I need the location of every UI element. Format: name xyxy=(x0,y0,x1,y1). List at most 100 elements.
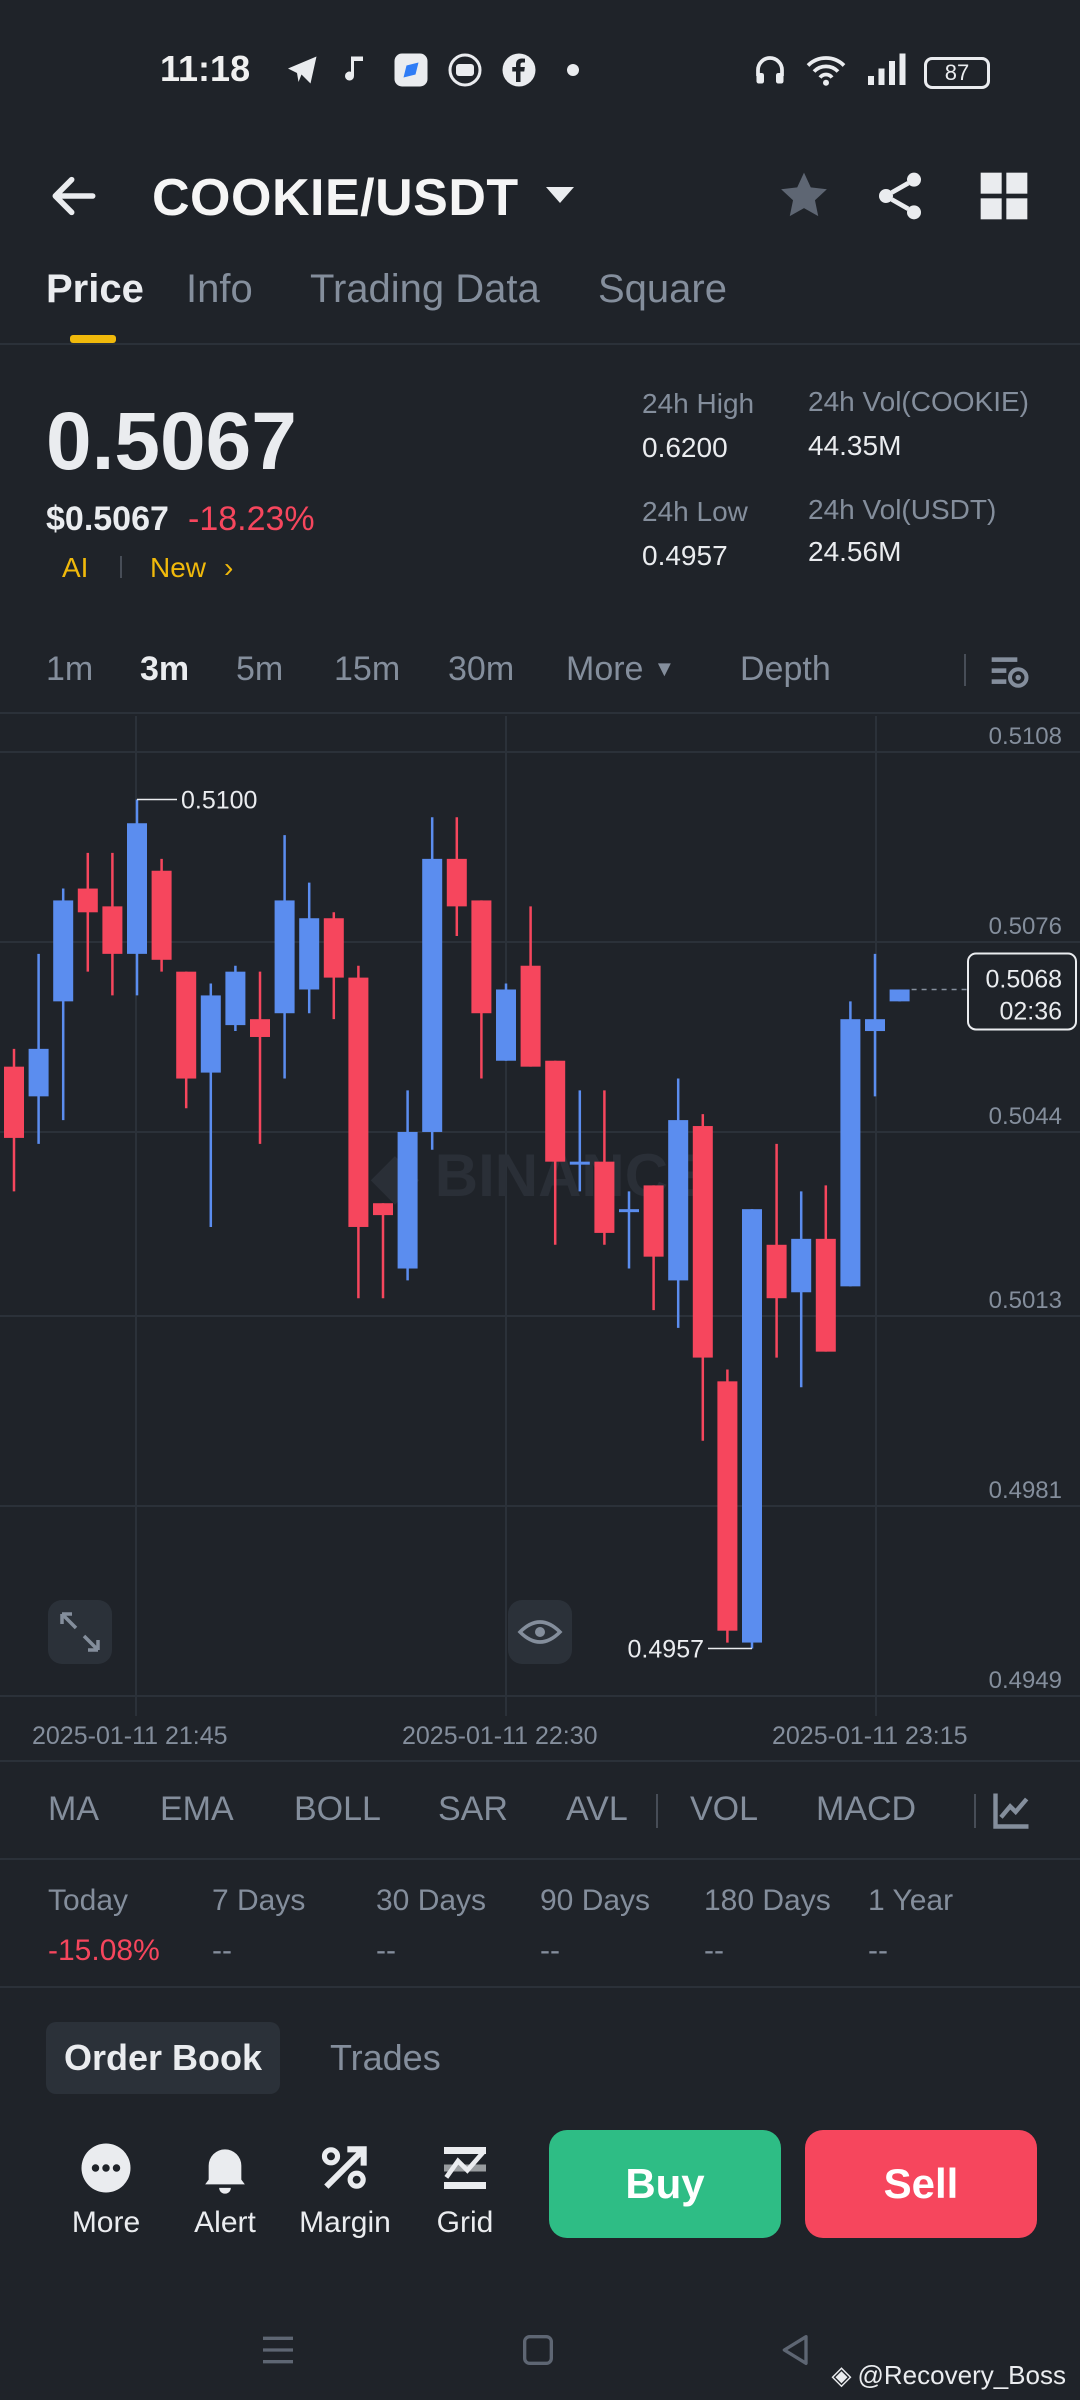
sell-button[interactable]: Sell xyxy=(805,2130,1037,2238)
depth-tab[interactable]: Depth xyxy=(740,650,831,688)
facebook-icon xyxy=(501,52,537,88)
candle-body xyxy=(127,823,147,954)
pair-dropdown-icon[interactable] xyxy=(540,170,580,220)
wifi-icon xyxy=(804,52,848,93)
back-button[interactable] xyxy=(46,168,102,224)
tf-divider xyxy=(964,654,966,686)
buy-button[interactable]: Buy xyxy=(549,2130,781,2238)
current-price-box xyxy=(967,952,1077,1031)
indicator-divider-2 xyxy=(974,1794,976,1828)
timeframe-1m[interactable]: 1m xyxy=(46,650,94,688)
x-tick-2: 2025-01-11 22:30 xyxy=(402,1722,598,1750)
main-tabs: Price Info Trading Data Square xyxy=(0,255,1080,345)
timeframe-3m[interactable]: 3m xyxy=(140,650,190,688)
timeframe-bar: 1m 3m 5m 15m 30m More ▼ Depth xyxy=(0,640,1080,714)
tab-trades[interactable]: Trades xyxy=(330,2037,441,2078)
tab-price[interactable]: Price xyxy=(46,267,144,311)
indicator-macd[interactable]: MACD xyxy=(816,1790,917,1828)
indicator-settings-icon[interactable] xyxy=(990,1788,1034,1832)
timeframe-30m[interactable]: 30m xyxy=(448,650,515,688)
y-tick-label: 0.4949 xyxy=(989,1667,1062,1694)
candlestick-chart[interactable]: ◆ BINANCE 0.51080.50760.50440.50130.4981… xyxy=(0,716,1080,1716)
period-90d-label: 90 Days xyxy=(540,1884,651,1917)
expand-chart-button[interactable] xyxy=(48,1600,112,1664)
favorite-star-icon[interactable] xyxy=(776,168,832,224)
candle-body xyxy=(200,995,221,1073)
status-time: 11:18 xyxy=(160,48,251,89)
indicator-boll[interactable]: BOLL xyxy=(294,1790,381,1828)
grid-menu-icon[interactable] xyxy=(976,168,1032,224)
pair-title[interactable]: COOKIE/USDT xyxy=(152,169,519,227)
period-30d-value: -- xyxy=(376,1934,396,1967)
share-icon[interactable] xyxy=(872,168,928,224)
candles xyxy=(4,799,910,1649)
chart-settings-icon[interactable] xyxy=(988,650,1032,694)
x-tick-3: 2025-01-11 23:15 xyxy=(772,1722,968,1750)
candle-body xyxy=(28,1048,49,1097)
back-nav-icon[interactable] xyxy=(776,2330,816,2370)
candle-body xyxy=(717,1381,738,1631)
visibility-toggle-button[interactable] xyxy=(508,1600,572,1664)
candle-body xyxy=(569,1161,590,1165)
period-1y-label: 1 Year xyxy=(868,1884,954,1917)
tab-trading-data[interactable]: Trading Data xyxy=(310,267,540,311)
indicator-ma[interactable]: MA xyxy=(48,1790,99,1828)
home-icon[interactable] xyxy=(518,2330,558,2370)
high-value: 0.6200 xyxy=(642,432,728,463)
margin-button[interactable]: Margin xyxy=(285,2140,405,2240)
indicator-bar: MA EMA BOLL SAR AVL VOL MACD xyxy=(0,1760,1080,1860)
watermark: ◈ @Recovery_Boss xyxy=(832,2360,1066,2391)
vol-quote-value: 24.56M xyxy=(808,536,902,567)
y-tick-label: 0.4981 xyxy=(989,1477,1062,1504)
timeframe-15m[interactable]: 15m xyxy=(334,650,401,688)
candle-body xyxy=(446,858,467,907)
candle-body xyxy=(4,1066,24,1138)
indicator-vol[interactable]: VOL xyxy=(690,1790,759,1828)
candle-body xyxy=(766,1244,787,1299)
period-1y-value: -- xyxy=(868,1934,888,1967)
new-link[interactable]: New › xyxy=(150,552,233,584)
eye-icon xyxy=(517,1620,563,1644)
indicator-ema[interactable]: EMA xyxy=(160,1790,234,1828)
low-label: 24h Low xyxy=(642,496,748,527)
candle-body xyxy=(348,977,369,1227)
candle-body xyxy=(496,989,516,1061)
more-dots-icon xyxy=(78,2140,134,2196)
watermark-logo-icon: ◈ xyxy=(831,2360,852,2390)
alert-button[interactable]: Alert xyxy=(165,2140,285,2240)
headphones-icon xyxy=(752,52,788,93)
system-icons: 87 xyxy=(752,52,990,93)
ai-link[interactable]: AI xyxy=(62,552,89,583)
usd-price: $0.5067 xyxy=(46,500,169,538)
candle-body xyxy=(250,1019,270,1037)
candle-body xyxy=(471,900,492,1014)
y-tick-label: 0.5076 xyxy=(989,913,1062,940)
indicator-avl[interactable]: AVL xyxy=(566,1790,628,1828)
bell-icon xyxy=(197,2140,253,2196)
candle-body xyxy=(865,1019,885,1032)
candle-body xyxy=(373,1203,393,1216)
chart-markers: 0.5100 0.4957 0.5068 02:36 xyxy=(137,786,1077,1664)
notification-icons xyxy=(285,52,591,88)
chart-grid xyxy=(0,716,1080,1716)
tab-square[interactable]: Square xyxy=(598,267,727,311)
indicator-sar[interactable]: SAR xyxy=(438,1790,508,1828)
candle-body xyxy=(151,870,172,960)
menu-icon[interactable] xyxy=(258,2330,298,2370)
dot-icon xyxy=(555,52,591,88)
margin-label: Margin xyxy=(299,2206,391,2239)
more-button[interactable]: More xyxy=(46,2140,166,2240)
max-marker-label: 0.5100 xyxy=(181,786,257,814)
min-marker-label: 0.4957 xyxy=(628,1636,704,1664)
period-7d-label: 7 Days xyxy=(212,1884,306,1917)
tab-info[interactable]: Info xyxy=(186,267,253,311)
timeframe-5m[interactable]: 5m xyxy=(236,650,284,688)
active-tab-indicator xyxy=(70,335,116,343)
candle-body xyxy=(102,906,123,954)
grid-trading-button[interactable]: Grid xyxy=(405,2140,525,2240)
candle-body xyxy=(643,1185,664,1257)
candle-body xyxy=(422,858,443,1132)
y-tick-label: 0.5108 xyxy=(989,723,1062,750)
tab-order-book[interactable]: Order Book xyxy=(46,2022,280,2094)
timeframe-more[interactable]: More ▼ xyxy=(566,650,675,689)
